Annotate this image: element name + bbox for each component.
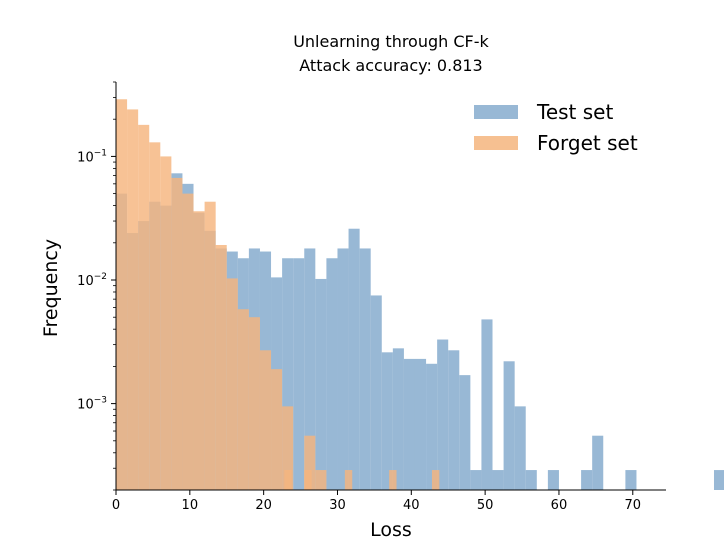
test-bar bbox=[359, 248, 371, 490]
forget-bar bbox=[226, 278, 238, 490]
test-bar bbox=[348, 228, 360, 490]
y-tick-label: 10−3 bbox=[77, 396, 107, 413]
test-bar bbox=[414, 358, 427, 490]
test-bar bbox=[525, 470, 537, 490]
x-ticks: 0 10 20 30 40 50 60 70 bbox=[112, 490, 641, 513]
test-bar bbox=[370, 295, 382, 490]
forget-bar bbox=[389, 470, 397, 490]
test-bar bbox=[492, 470, 504, 490]
test-bar bbox=[426, 363, 438, 490]
x-tick-label: 50 bbox=[477, 498, 494, 513]
forget-bar bbox=[138, 124, 150, 490]
y-ticks: 10−1 10−2 10−3 bbox=[77, 81, 116, 491]
legend-swatch-test bbox=[474, 104, 518, 119]
x-tick-label: 70 bbox=[625, 498, 642, 513]
forget-bar bbox=[248, 317, 260, 490]
test-bar bbox=[315, 278, 327, 490]
legend-item-forget: Forget set bbox=[474, 127, 638, 158]
test-bar bbox=[337, 248, 349, 490]
legend-label-test: Test set bbox=[537, 99, 614, 124]
forget-bar bbox=[215, 244, 227, 490]
test-bar bbox=[381, 352, 393, 490]
forget-bar bbox=[160, 156, 172, 491]
forget-bar bbox=[204, 201, 216, 491]
forget-bar bbox=[282, 406, 294, 490]
x-tick-label: 0 bbox=[112, 498, 120, 513]
chart-title: Unlearning through CF-k bbox=[293, 32, 489, 51]
x-tick-label: 40 bbox=[403, 498, 420, 513]
test-bar bbox=[625, 470, 637, 490]
test-bar bbox=[503, 361, 515, 490]
forget-bar bbox=[344, 470, 353, 490]
legend-item-test: Test set bbox=[474, 96, 638, 127]
forget-bar bbox=[182, 193, 194, 490]
x-tick-label: 60 bbox=[551, 498, 568, 513]
test-bar bbox=[403, 358, 415, 490]
test-bar bbox=[459, 375, 471, 490]
x-tick-label: 20 bbox=[255, 498, 272, 513]
test-bar bbox=[293, 258, 305, 490]
forget-bar bbox=[127, 109, 139, 490]
forget-bar bbox=[431, 470, 440, 490]
forget-bar bbox=[193, 211, 205, 491]
y-axis-label: Frequency bbox=[40, 238, 62, 338]
test-bar bbox=[581, 470, 593, 490]
forget-bar bbox=[116, 99, 128, 491]
test-bar bbox=[547, 470, 559, 490]
x-tick-label: 30 bbox=[329, 498, 346, 513]
x-axis-label: Loss bbox=[370, 519, 412, 541]
test-bar bbox=[592, 435, 604, 490]
legend-label-forget: Forget set bbox=[537, 130, 638, 155]
forget-bar bbox=[271, 369, 283, 490]
test-bar bbox=[713, 470, 724, 490]
forget-bar bbox=[237, 309, 249, 490]
forget-bar bbox=[149, 142, 161, 490]
forget-bar bbox=[259, 350, 272, 490]
forget-bar bbox=[304, 435, 316, 490]
test-bar bbox=[470, 470, 482, 490]
forget-bar bbox=[304, 470, 312, 490]
y-tick-label: 10−1 bbox=[77, 148, 107, 165]
test-bar bbox=[481, 319, 493, 490]
forget-set-bars bbox=[116, 99, 440, 491]
forget-bar bbox=[284, 470, 292, 490]
test-bar bbox=[326, 258, 338, 490]
test-bar bbox=[514, 406, 526, 490]
forget-bar bbox=[171, 177, 183, 491]
test-bar bbox=[282, 258, 294, 490]
x-tick-label: 10 bbox=[182, 498, 199, 513]
y-tick-label: 10−2 bbox=[77, 272, 107, 289]
test-bar bbox=[437, 339, 449, 490]
test-bar bbox=[392, 348, 404, 490]
legend: Test set Forget set bbox=[474, 96, 638, 158]
test-bar bbox=[448, 350, 460, 490]
legend-swatch-forget bbox=[474, 135, 518, 150]
chart-subtitle: Attack accuracy: 0.813 bbox=[299, 56, 483, 75]
test-bar bbox=[304, 248, 316, 490]
forget-bar bbox=[315, 470, 327, 490]
